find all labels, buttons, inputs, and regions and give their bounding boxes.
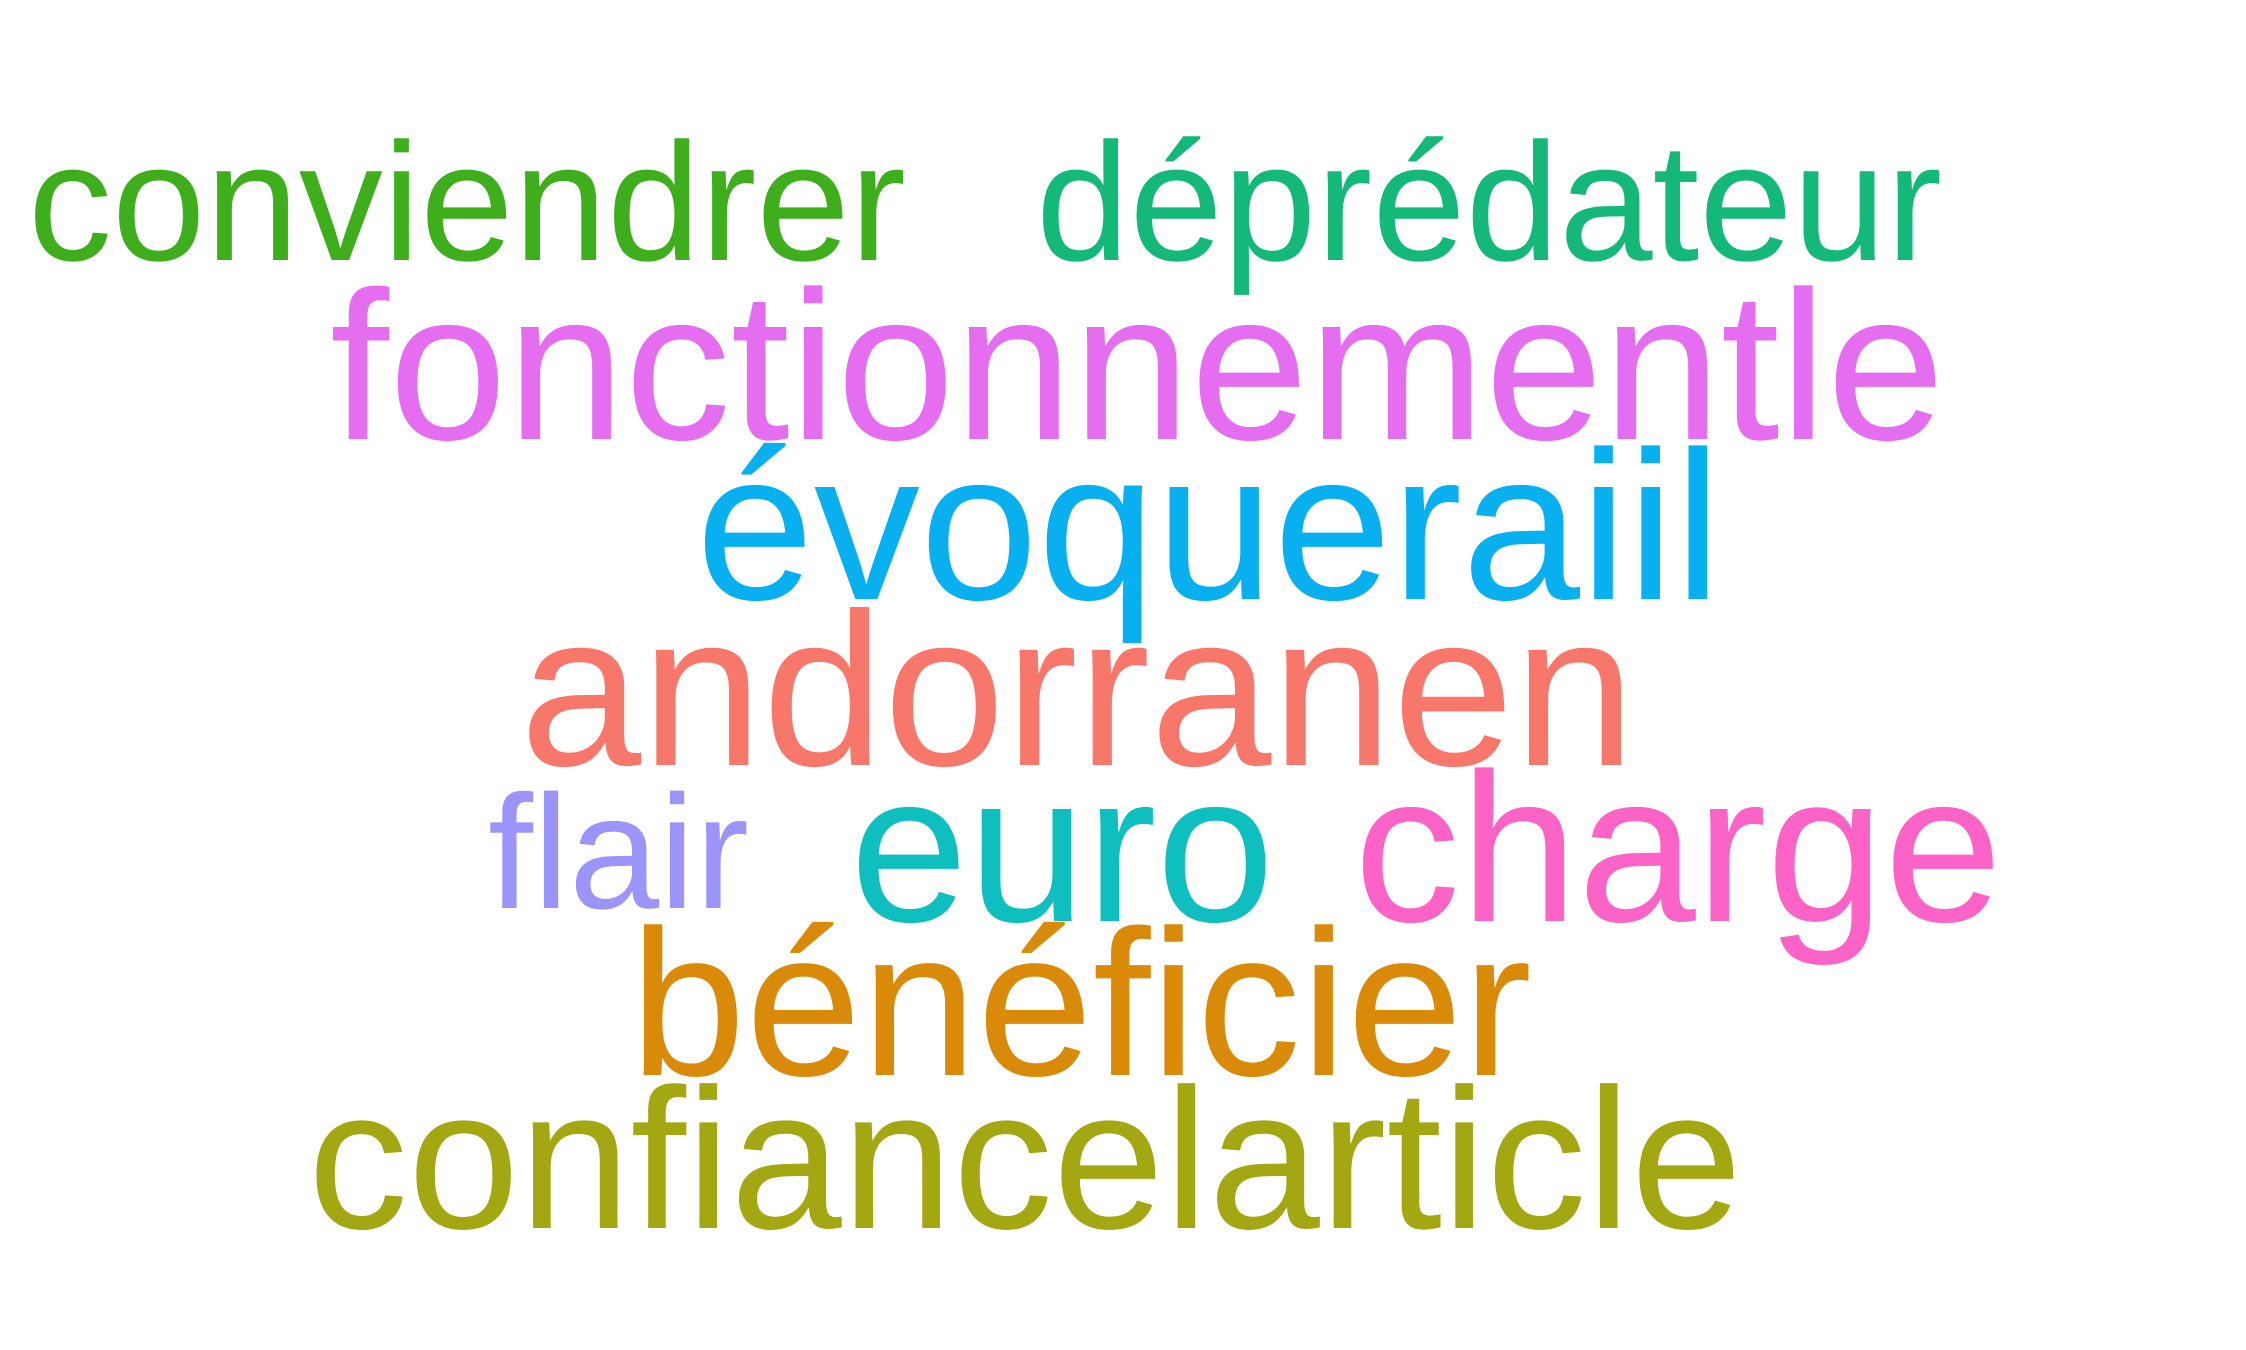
- word-confiancelarticle: confiancelarticle: [308, 1048, 1743, 1271]
- word-euro: euro: [850, 729, 1275, 966]
- word-andorranen: andorranen: [520, 569, 1636, 812]
- word-fonctionnementle: fonctionnementle: [330, 247, 1945, 484]
- word-beneficier: bénéficier: [630, 888, 1532, 1120]
- word-depredateur: déprédateur: [1036, 108, 1943, 296]
- word-flair: flair: [488, 762, 750, 943]
- word-conviendrer: conviendrer: [28, 108, 906, 296]
- word-evoqueraiil: évoqueraiil: [696, 407, 1722, 644]
- word-charge: charge: [1354, 729, 2003, 966]
